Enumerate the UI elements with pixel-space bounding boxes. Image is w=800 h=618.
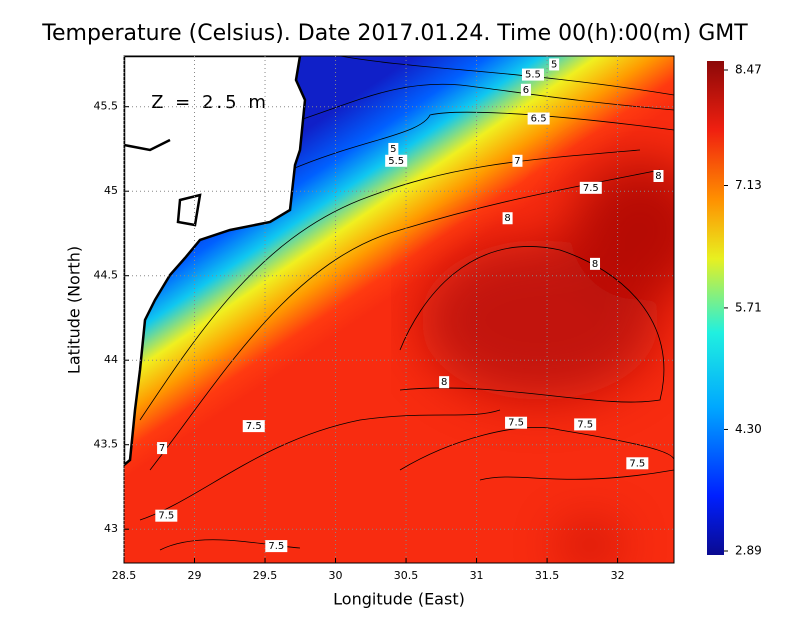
x-tick-label: 29 [188,569,202,582]
x-axis-label: Longitude (East) [333,590,465,609]
contour-label-box [520,83,531,96]
contour-label: 7.5 [268,541,284,552]
contour-label-box [512,154,523,167]
contour-label-box [626,457,649,470]
contour-label: 6 [523,85,529,96]
contour-label-box [579,181,602,194]
contour-label: 8 [504,213,510,224]
contour-label-box [439,376,450,389]
contour-label: 5 [551,59,557,70]
contour-label-box [385,154,408,167]
contour-label-box [155,509,178,522]
plot-frame [123,55,675,564]
contour-label-box [157,442,168,455]
y-tick-label: 44 [104,353,118,366]
y-tick-label: 45.5 [94,100,119,113]
y-tick-label: 45 [104,184,118,197]
contour-label-box [653,169,664,182]
y-tick-label: 43 [104,522,118,535]
contour-label: 7.5 [246,421,262,432]
contour-label: 7.5 [577,419,593,430]
x-tick-label: 30 [329,569,343,582]
x-tick-label: 31 [470,569,484,582]
y-axis-label: Latitude (North) [65,246,84,374]
contour-label: 7.5 [629,458,645,469]
depth-annotation: Z = 2.5 m [151,92,269,113]
y-tick-label: 44.5 [94,269,119,282]
temperature-field [124,56,674,563]
contour-label-box [590,257,601,270]
contour-label: 7.5 [508,418,524,429]
contour-label-box [505,416,528,429]
contour-label: 6.5 [531,114,547,125]
contour-label: 7.5 [158,511,174,522]
contour-label-box [502,212,513,225]
contour-label-box [242,420,265,433]
x-tick-label: 31.5 [535,569,560,582]
contour-label: 8 [592,259,598,270]
colorbar-tick-label: 7.13 [735,178,762,192]
x-tick-label: 28.5 [112,569,137,582]
x-tick-label: 32 [611,569,625,582]
contour-label-box [574,418,597,431]
contour-label: 7 [514,156,520,167]
x-tick-label: 29.5 [253,569,278,582]
contour-label-box [549,58,560,71]
contour-label-box [265,540,288,553]
contour-label-box [521,68,544,81]
contour-label: 8 [655,171,661,182]
contour-label: 5 [390,144,396,155]
y-tick-label: 43.5 [94,438,119,451]
colorbar [707,61,724,555]
contour-label: 5.5 [525,70,541,81]
x-tick-label: 30.5 [394,569,419,582]
chart-title: Temperature (Celsius). Date 2017.01.24. … [41,21,748,46]
contour-label-box [527,112,550,125]
colorbar-tick-label: 8.47 [735,63,762,77]
colorbar-tick-label: 5.71 [735,300,762,314]
contour-label: 8 [441,377,447,388]
colorbar-tick-label: 4.30 [735,422,762,436]
contour-label: 5.5 [388,156,404,167]
contour-label: 7.5 [583,183,599,194]
contour-label-box [388,142,399,155]
contour-label: 7 [159,443,165,454]
colorbar-tick-label: 2.89 [735,544,762,558]
